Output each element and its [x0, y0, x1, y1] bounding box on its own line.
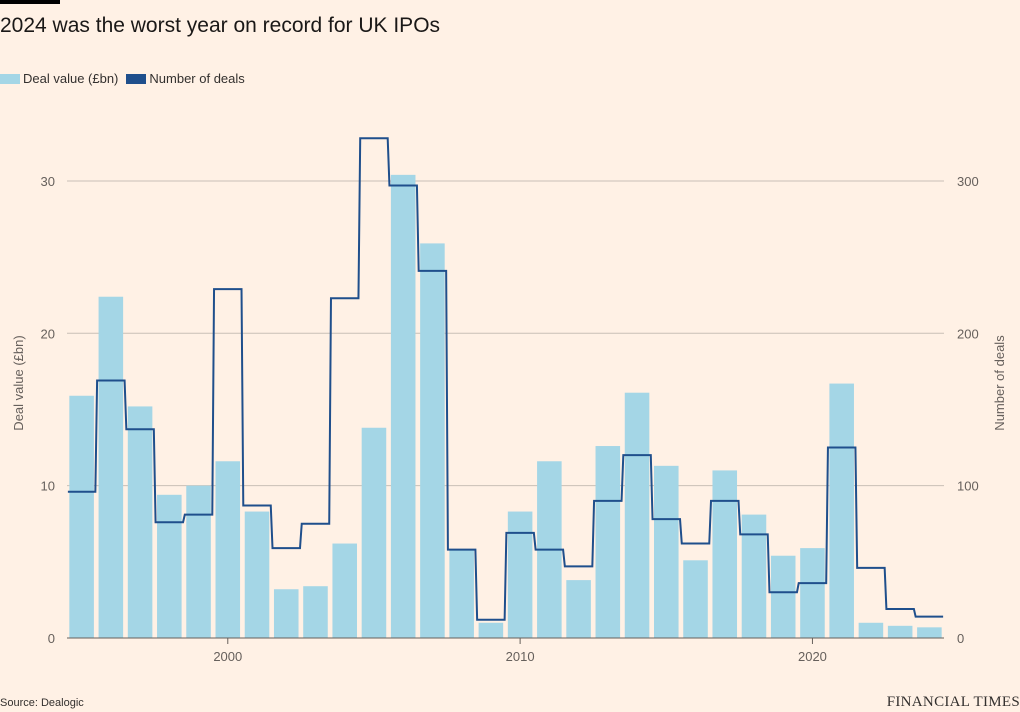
ft-top-bar: [0, 0, 60, 4]
bar-deal-value: [449, 549, 474, 638]
bar-deal-value: [566, 580, 591, 638]
source-note: Source: Dealogic: [0, 697, 84, 709]
bar-deal-value: [332, 543, 357, 638]
bar-deal-value: [215, 461, 241, 638]
bar-deal-value: [244, 511, 270, 638]
bar-deal-value: [770, 555, 796, 638]
deals-line-layer: [67, 137, 944, 621]
bar-deal-value: [478, 622, 504, 638]
y-tick-label-left: 10: [41, 479, 55, 494]
bar-deal-value: [887, 625, 913, 638]
chart-title: 2024 was the worst year on record for UK…: [0, 14, 441, 37]
legend-swatch-number-of-deals: [126, 73, 147, 84]
bar-deal-value: [712, 470, 738, 638]
legend: Deal value (£bn) Number of deals: [0, 71, 253, 86]
legend-swatch-deal-value: [0, 73, 20, 84]
legend-label-number-of-deals: Number of deals: [149, 71, 245, 86]
x-tick-label: 2010: [506, 649, 535, 664]
bar-deal-value: [683, 560, 708, 638]
bar-deal-value: [741, 514, 767, 638]
bar-deal-value: [595, 446, 621, 638]
bar-deal-value: [303, 586, 328, 638]
y-tick-label-left: 20: [41, 326, 55, 341]
bar-deal-value: [186, 485, 211, 638]
bar-deal-value: [829, 383, 854, 638]
y-tick-label-right: 0: [957, 631, 964, 646]
y-tick-label-right: 300: [957, 174, 979, 189]
y-tick-label-left: 30: [41, 174, 55, 189]
gridlines: [67, 180, 944, 487]
legend-item-number-of-deals: Number of deals: [126, 71, 245, 86]
bar-deal-value: [127, 406, 153, 638]
bar-deal-value: [917, 627, 942, 638]
y-tick-label-right: 200: [957, 326, 979, 341]
bar-deal-value: [507, 511, 533, 638]
bar-deal-value: [624, 392, 650, 638]
y-axis-title-right: Number of deals: [992, 335, 1007, 431]
y-axis-title-left: Deal value (£bn): [11, 335, 26, 430]
x-tick-label: 2000: [213, 649, 242, 664]
bar-deal-value: [98, 296, 124, 638]
y-tick-label-left: 0: [48, 631, 55, 646]
legend-label-deal-value: Deal value (£bn): [23, 71, 119, 86]
bar-deal-value: [157, 494, 182, 638]
bar-deal-value: [390, 174, 416, 639]
ft-brand: FINANCIAL TIMES: [886, 694, 1020, 710]
bar-deal-value: [420, 243, 445, 638]
bar-deal-value: [654, 465, 679, 638]
bar-deal-value: [800, 548, 825, 638]
bars: [69, 174, 942, 639]
line-number-of-deals: [67, 137, 944, 621]
bar-deal-value: [361, 427, 387, 638]
legend-item-deal-value: Deal value (£bn): [0, 71, 118, 86]
bar-deal-value: [69, 395, 94, 638]
y-tick-label-right: 100: [957, 479, 979, 494]
bar-deal-value: [858, 622, 884, 638]
x-tick-label: 2020: [798, 649, 827, 664]
bar-deal-value: [273, 589, 299, 638]
